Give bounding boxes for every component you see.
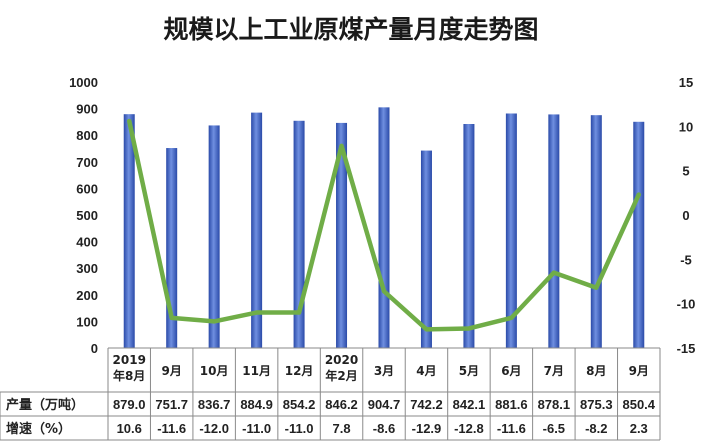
output-value-label: 875.3 [580, 397, 613, 412]
bar [293, 120, 305, 348]
bar [208, 125, 220, 348]
growth-value-label: 10.6 [117, 421, 142, 436]
category-label: 5月 [459, 364, 479, 378]
output-value-label: 881.6 [495, 397, 528, 412]
category-label: 6月 [501, 364, 521, 378]
bar [420, 150, 432, 348]
category-label: 9月 [629, 364, 649, 378]
right-tick-label: 0 [682, 208, 689, 223]
data-table: 2019 年8月 9月 10月 11月 12月 2020 年2月 3月 4月 5月 6月 7月 8月 9月产… [0, 347, 661, 441]
row-label-output: 产量（万吨） [6, 397, 84, 413]
output-value-label: 854.2 [283, 397, 316, 412]
right-tick-label: 10 [679, 119, 693, 134]
bar [463, 124, 475, 348]
category-label: 9月 [162, 364, 182, 378]
growth-value-label: -8.6 [373, 421, 395, 436]
bar-series [123, 107, 645, 349]
left-tick-label: 600 [76, 181, 98, 196]
growth-value-label: 7.8 [332, 421, 350, 436]
bar [378, 107, 390, 349]
left-tick-label: 100 [76, 314, 98, 329]
growth-value-label: -12.8 [454, 421, 484, 436]
left-tick-label: 400 [76, 235, 98, 250]
left-tick-label: 700 [76, 155, 98, 170]
left-tick-label: 800 [76, 128, 98, 143]
output-value-label: 850.4 [622, 397, 655, 412]
category-label: 7月 [544, 364, 564, 378]
left-tick-label: 200 [76, 288, 98, 303]
bar [633, 121, 645, 348]
growth-value-label: -8.2 [585, 421, 607, 436]
category-label: 10月 [200, 364, 229, 378]
output-value-label: 742.2 [410, 397, 443, 412]
chart-title: 规模以上工业原煤产量月度走势图 [163, 15, 538, 44]
bar [251, 112, 263, 348]
left-tick-label: 1000 [69, 75, 98, 90]
output-value-label: 836.7 [198, 397, 231, 412]
left-tick-label: 300 [76, 261, 98, 276]
right-tick-label: -10 [677, 297, 696, 312]
category-label: 11月 [242, 364, 271, 378]
bar [166, 148, 178, 348]
growth-value-label: -11.0 [242, 421, 271, 436]
output-value-label: 878.1 [538, 397, 571, 412]
category-label: 8月 [586, 364, 606, 378]
bar [123, 114, 135, 348]
right-tick-label: -15 [677, 341, 696, 356]
growth-value-label: -12.0 [199, 421, 229, 436]
output-value-label: 879.0 [113, 397, 146, 412]
category-label: 2019 年8月 [113, 353, 146, 383]
right-tick-label: 5 [682, 164, 689, 179]
growth-value-label: 2.3 [630, 421, 648, 436]
right-tick-label: 15 [679, 75, 693, 90]
right-tick-label: -5 [680, 252, 692, 267]
row-label-growth: 增速（%） [6, 421, 71, 437]
category-label: 4月 [416, 364, 436, 378]
left-axis-ticks: 0 100 200 300 400 500 600 700 800 900 1000 [69, 75, 98, 356]
category-label: 2020 年2月 [325, 353, 358, 383]
left-tick-label: 900 [76, 102, 98, 117]
line-series [126, 118, 642, 332]
growth-value-label: -12.9 [412, 421, 442, 436]
bar [336, 122, 348, 348]
growth-value-label: -6.5 [543, 421, 565, 436]
growth-value-label: -11.0 [285, 421, 314, 436]
category-label: 3月 [374, 364, 394, 378]
bar [590, 115, 602, 348]
bar [548, 114, 560, 348]
left-tick-label: 500 [76, 208, 98, 223]
growth-value-label: -11.6 [157, 421, 186, 436]
left-tick-label: 0 [91, 341, 98, 356]
category-label: 12月 [285, 364, 314, 378]
output-value-label: 842.1 [453, 397, 486, 412]
right-axis-ticks: -15 -10 -5 0 5 10 15 [677, 75, 696, 356]
output-value-label: 884.9 [240, 397, 273, 412]
growth-value-label: -11.6 [497, 421, 526, 436]
output-value-label: 846.2 [325, 397, 358, 412]
output-value-label: 904.7 [368, 397, 401, 412]
bar [505, 113, 517, 348]
output-value-label: 751.7 [155, 397, 188, 412]
